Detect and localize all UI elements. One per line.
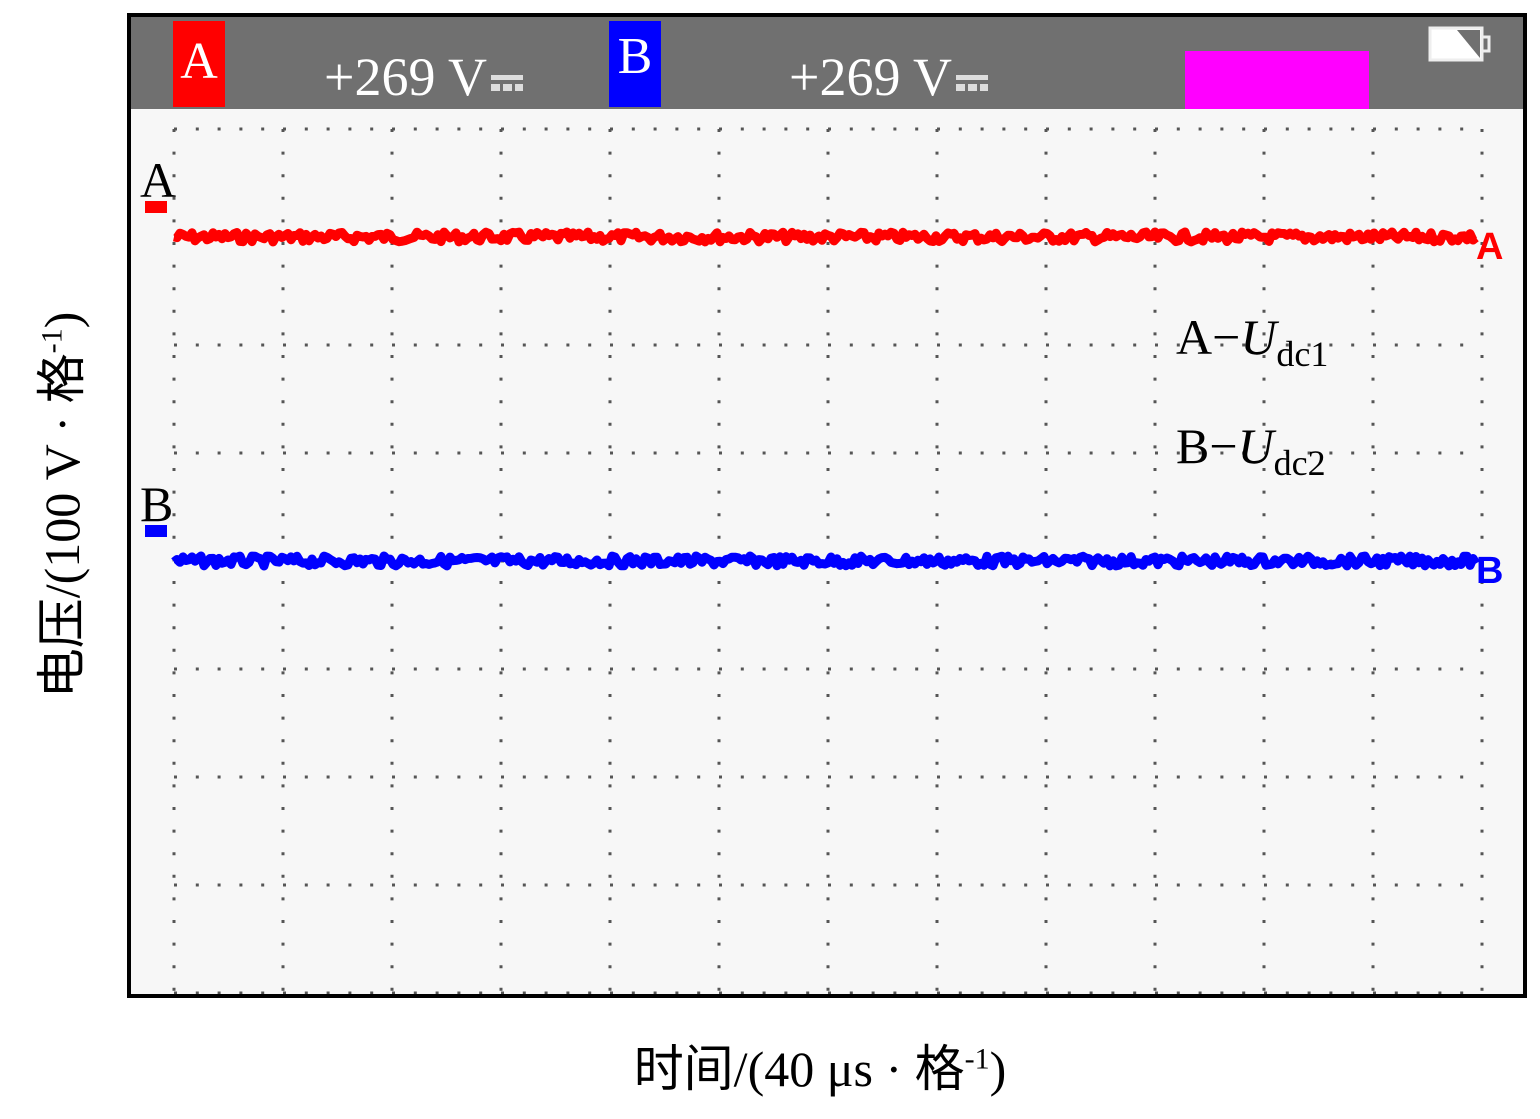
oscilloscope-screen: A A A−Udc1 B B B−Udc2 A +269 V B +269 V <box>127 13 1527 998</box>
x-axis-label: 时间/(40 μs · 格-1) <box>633 1041 1007 1097</box>
level-marker-a <box>145 201 167 213</box>
legend-entry-a: A−Udc1 <box>1176 309 1328 374</box>
legend-entry-b: B−Udc2 <box>1176 418 1326 483</box>
y-axis-label: 电压/(100 V · 格-1) <box>34 311 90 699</box>
status-bar: A +269 V B +269 V <box>131 17 1523 109</box>
trace-label-b: B <box>140 476 173 532</box>
channel-a-badge: A <box>173 21 225 107</box>
magenta-marker <box>1185 51 1369 109</box>
trace-b <box>171 551 1480 571</box>
trace-end-label-a: A <box>1476 226 1503 268</box>
channel-a-voltage: +269 V <box>324 47 487 107</box>
channel-a-value: +269 V <box>324 47 523 107</box>
trace-a <box>172 227 1479 247</box>
dc-coupling-icon <box>955 73 988 93</box>
dc-coupling-icon <box>490 73 523 93</box>
plot-area: A A A−Udc1 B B B−Udc2 <box>140 127 1503 994</box>
channel-b-badge: B <box>609 21 661 107</box>
trace-label-a: A <box>140 152 176 208</box>
channel-b-voltage: +269 V <box>789 47 952 107</box>
level-marker-b <box>145 525 167 537</box>
battery-icon <box>1428 26 1491 62</box>
channel-b-value: +269 V <box>789 47 988 107</box>
trace-end-label-b: B <box>1476 550 1503 592</box>
